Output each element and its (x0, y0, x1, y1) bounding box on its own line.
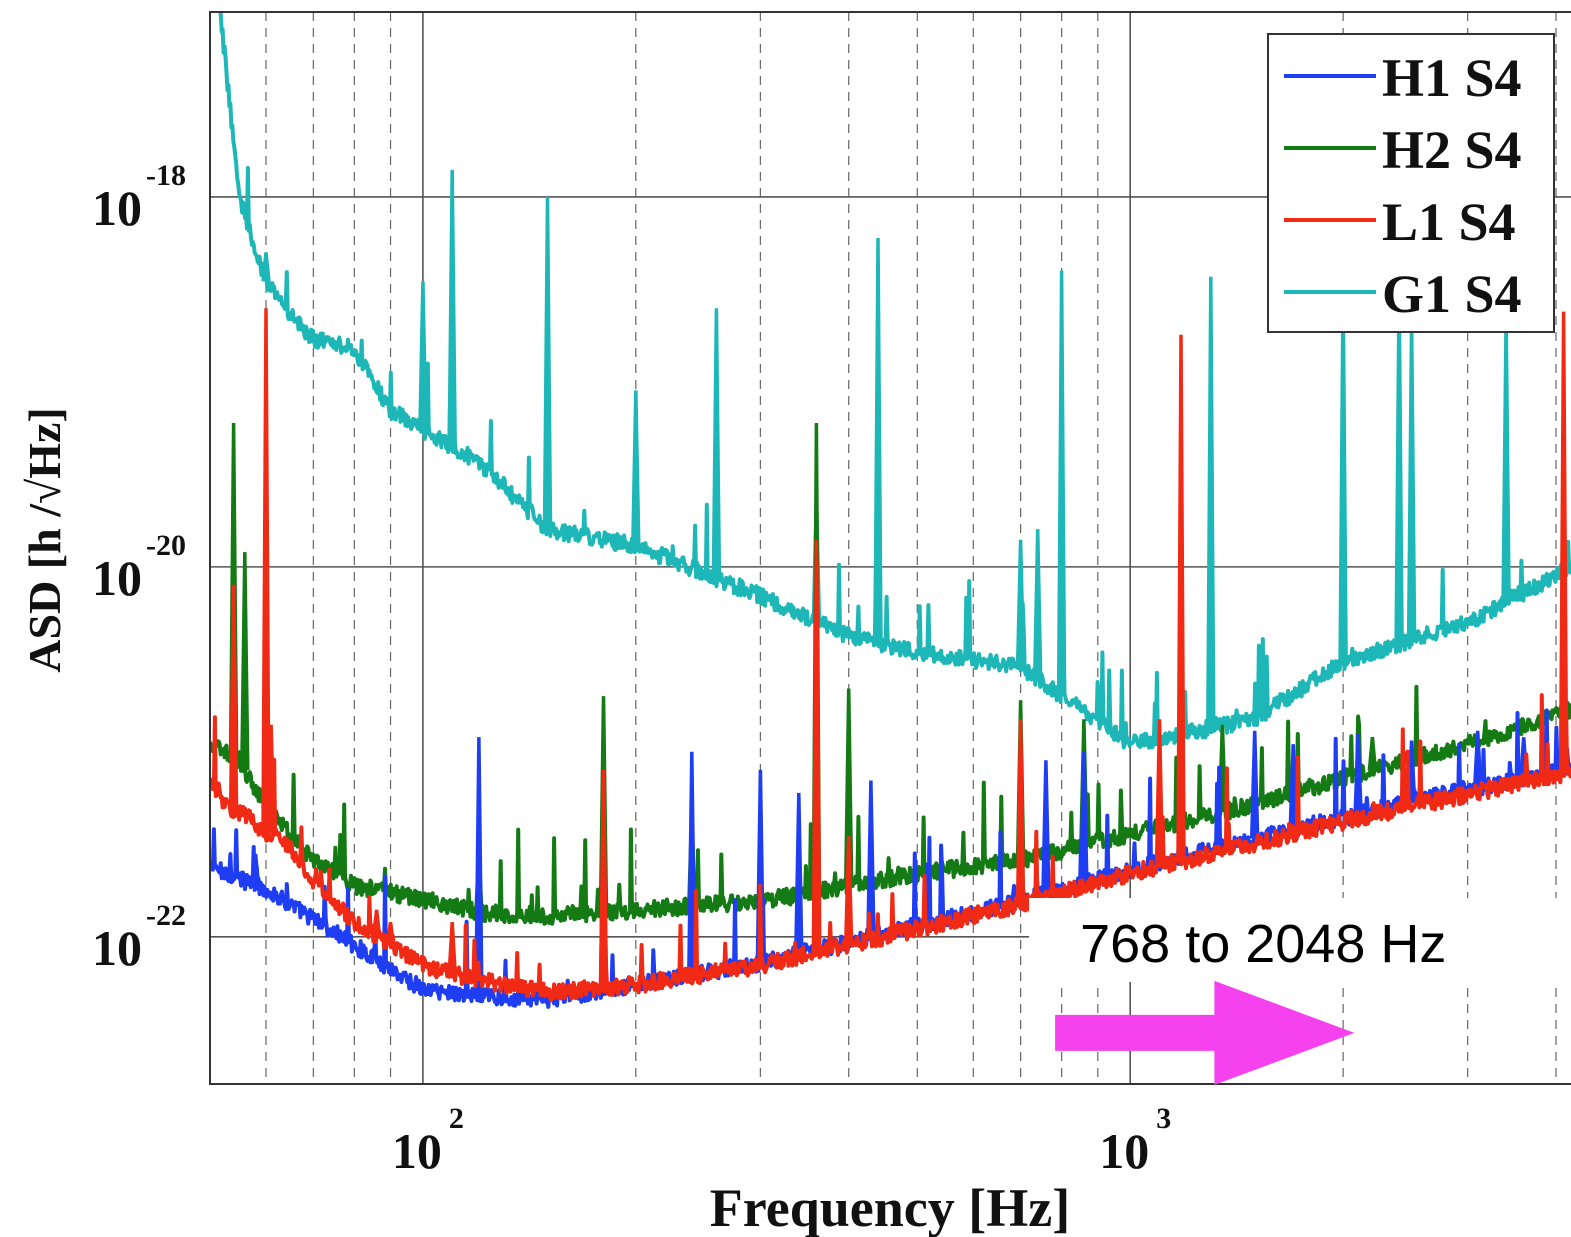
spectral-line (1176, 334, 1186, 862)
series-l1-s4 (210, 308, 1571, 1003)
spectral-line (631, 390, 641, 546)
spectral-line (1558, 311, 1569, 774)
spectral-line (385, 921, 396, 946)
spectral-line (447, 169, 457, 447)
annotation-label: 768 to 2048 Hz (1080, 914, 1446, 974)
spectral-line (599, 922, 610, 988)
spectral-line (1353, 733, 1363, 815)
legend-entry: G1 S4 (1284, 264, 1522, 324)
spectral-line (371, 909, 382, 937)
y-tick-label: 10 (92, 180, 142, 236)
spectral-line (1015, 719, 1026, 905)
legend-label: H2 S4 (1382, 120, 1522, 180)
series-g1-s4 (218, 12, 1571, 750)
spectral-line (418, 281, 428, 430)
x-tick-exponent: 2 (449, 1102, 464, 1135)
plot-frame (209, 11, 1571, 1085)
spectral-line (1338, 281, 1348, 662)
spectral-line (1154, 719, 1165, 867)
legend-entry: H2 S4 (1284, 120, 1522, 180)
spectral-line (866, 780, 876, 937)
spectral-line (1394, 283, 1404, 644)
x-axis-label: Frequency [Hz] (710, 1178, 1070, 1237)
y-tick-label: 10 (92, 550, 142, 606)
series-h2-s4 (210, 422, 1571, 926)
legend-label: L1 S4 (1382, 192, 1516, 252)
y-tick-exponent: -22 (146, 899, 186, 932)
spectral-line (1079, 751, 1089, 884)
spectral-line (711, 308, 722, 579)
spectral-line (1367, 737, 1378, 771)
spectral-line (1032, 529, 1043, 679)
spectral-line (794, 792, 804, 955)
spectral-line (447, 921, 457, 974)
series-line (210, 693, 1571, 1003)
spectral-line (843, 836, 854, 946)
y-tick-label: 10 (92, 920, 142, 976)
spectral-line (240, 552, 250, 771)
legend-box (1267, 33, 1555, 333)
legend: H1 S4 H2 S4 L1 S4 G1 S4 (1267, 33, 1555, 333)
spectral-line (1041, 760, 1051, 895)
spectral-line (250, 853, 261, 886)
y-tick-exponent: -20 (146, 529, 186, 562)
annotation-backdrop (1029, 898, 1571, 982)
spectral-line (1406, 318, 1417, 640)
legend-entry: L1 S4 (1284, 192, 1516, 252)
spectral-line (812, 559, 822, 953)
spectral-line (1472, 730, 1483, 787)
spectral-line (1249, 730, 1260, 839)
spectral-line (1288, 744, 1298, 830)
band-annotation: 768 to 2048 Hz (1029, 898, 1571, 1085)
spectral-line (261, 252, 271, 282)
y-tick-exponent: -18 (146, 159, 186, 192)
legend-entry: H1 S4 (1284, 48, 1522, 108)
spectral-line (228, 584, 239, 811)
spectral-line (1015, 539, 1026, 667)
y-axis-label: ASD [h /√Hz] (19, 407, 70, 672)
spectral-line (687, 751, 697, 976)
x-tick-exponent: 3 (1156, 1102, 1171, 1135)
series-line (218, 12, 1571, 750)
spectral-line (1056, 270, 1067, 696)
spectral-line (873, 237, 883, 643)
legend-label: G1 S4 (1382, 264, 1522, 324)
spectral-line (266, 724, 276, 833)
spectral-line (261, 308, 271, 837)
spectral-line (474, 737, 484, 996)
spectral-line (542, 196, 553, 530)
annotation-arrow (1055, 980, 1355, 1085)
x-tick-label: 10 (392, 1123, 442, 1179)
x-tick-label: 10 (1099, 1123, 1149, 1179)
spectral-line (1206, 276, 1216, 729)
spectral-line (1501, 314, 1511, 602)
series-group (210, 12, 1571, 1009)
legend-label: H1 S4 (1382, 48, 1522, 108)
